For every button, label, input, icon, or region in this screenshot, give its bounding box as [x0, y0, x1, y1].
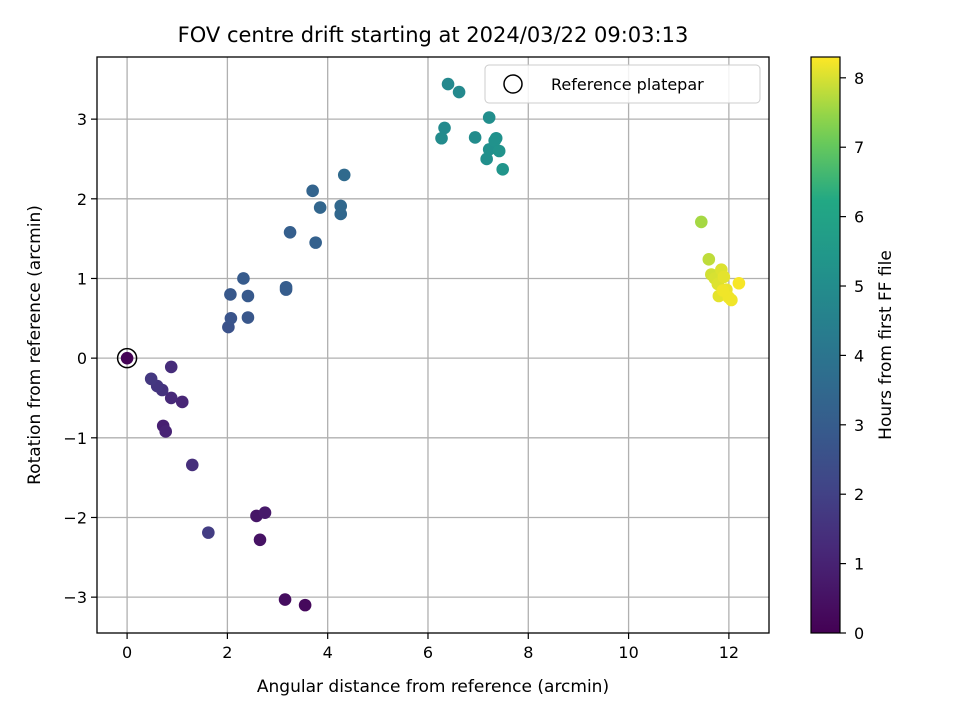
data-point: [496, 163, 510, 176]
data-point: [313, 201, 327, 214]
data-point: [468, 131, 482, 144]
x-tick-label: 2: [222, 643, 232, 662]
data-point: [164, 391, 178, 405]
data-point: [334, 199, 348, 213]
data-point: [120, 351, 134, 365]
data-point: [175, 395, 189, 409]
data-point: [224, 288, 237, 301]
y-tick-label: 0: [77, 349, 87, 368]
data-point: [732, 276, 746, 290]
data-point: [694, 215, 708, 229]
legend-box: [484, 64, 761, 104]
plot-frame: [96, 56, 770, 634]
colorbar-tick-label: 1: [854, 555, 864, 574]
data-point: [202, 526, 215, 539]
data-point: [298, 598, 312, 612]
data-point: [253, 533, 267, 547]
data-point: [241, 289, 255, 303]
x-tick-label: 12: [719, 643, 739, 662]
x-tick-label: 6: [423, 643, 433, 662]
colorbar: [810, 56, 841, 634]
legend: Reference platepar: [484, 64, 761, 104]
x-tick-label: 4: [323, 643, 333, 662]
data-point: [309, 236, 322, 249]
y-tick-label: 3: [77, 110, 87, 129]
data-point: [278, 593, 292, 606]
data-point: [725, 293, 738, 307]
data-point: [159, 425, 173, 438]
data-point: [452, 85, 466, 99]
y-axis-ticks: −3 −2 −1 0 1 2 3: [63, 110, 97, 607]
data-point: [716, 284, 730, 297]
data-point: [144, 372, 158, 386]
y-tick-label: 1: [77, 269, 87, 288]
data-point: [306, 184, 319, 198]
x-axis-label: Angular distance from reference (arcmin): [257, 677, 609, 697]
y-tick-label: −3: [63, 588, 87, 607]
colorbar-tick-label: 3: [854, 416, 864, 435]
colorbar-tick-label: 5: [854, 277, 864, 296]
x-tick-label: 8: [523, 643, 533, 662]
colorbar-label: Hours from first FF file: [876, 250, 896, 440]
data-point: [435, 131, 448, 145]
data-point: [237, 272, 250, 285]
x-tick-label: 0: [122, 643, 132, 662]
y-tick-label: 2: [77, 190, 87, 209]
data-point: [337, 168, 351, 182]
y-tick-label: −1: [63, 429, 87, 448]
x-axis-ticks: 0 2 4 6 8 10 12: [122, 633, 739, 662]
data-point: [492, 144, 506, 158]
data-point: [258, 506, 272, 520]
colorbar-tick-label: 4: [854, 346, 864, 365]
x-tick-label: 10: [618, 643, 638, 662]
y-tick-label: −2: [63, 508, 87, 527]
grid-lines: [97, 57, 769, 633]
reference-platepar-marker: [116, 347, 138, 369]
data-point: [279, 280, 293, 294]
reference-marker: [116, 347, 138, 369]
colorbar-ticks: 0 1 2 3 4 5 6 7 8: [840, 69, 864, 643]
data-points: [120, 77, 746, 612]
colorbar-tick-label: 2: [854, 485, 864, 504]
colorbar-tick-label: 0: [854, 624, 864, 643]
data-point: [283, 225, 297, 239]
data-point: [480, 152, 493, 166]
chart-title: FOV centre drift starting at 2024/03/22 …: [178, 23, 689, 47]
data-point: [438, 121, 451, 135]
data-point: [482, 111, 496, 124]
data-point: [224, 312, 238, 325]
data-point: [488, 134, 501, 147]
colorbar-tick-label: 6: [854, 208, 864, 227]
data-point: [185, 458, 199, 472]
legend-reference-marker: [503, 74, 523, 94]
legend-entry-reference-platepar: Reference platepar: [551, 75, 704, 94]
data-point: [702, 253, 716, 266]
data-point: [241, 311, 255, 324]
plot-background: [97, 57, 769, 633]
colorbar-tick-label: 8: [854, 69, 864, 88]
y-axis-label: Rotation from reference (arcmin): [25, 205, 45, 485]
data-point: [441, 77, 455, 91]
colorbar-tick-label: 7: [854, 138, 864, 157]
data-point: [717, 270, 731, 284]
data-point: [164, 360, 178, 374]
